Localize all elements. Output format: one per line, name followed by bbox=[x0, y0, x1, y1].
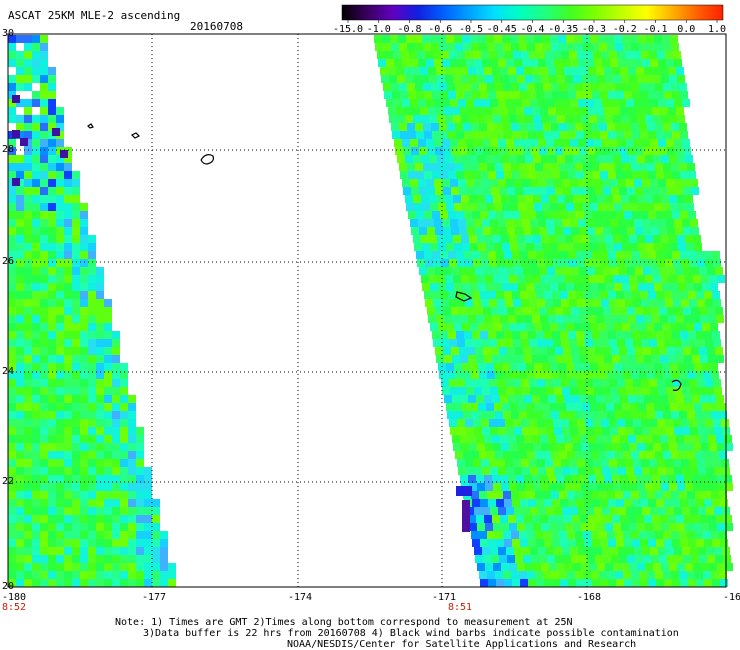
colorbar-label: 0.0 bbox=[677, 24, 695, 35]
pass-time-label: 8:52 bbox=[2, 602, 26, 613]
colorbar-label: -0.5 bbox=[459, 24, 483, 35]
map-frame bbox=[7, 33, 727, 588]
colorbar-label: -0.2 bbox=[613, 24, 637, 35]
colorbar-label: -0.1 bbox=[643, 24, 667, 35]
grid-lines bbox=[8, 34, 726, 587]
island-outline bbox=[130, 132, 141, 139]
footer-note-2: 3)Data buffer is 22 hrs from 20160708 4)… bbox=[143, 628, 679, 639]
island-outline bbox=[671, 379, 682, 391]
lat-tick-label: 28 bbox=[2, 144, 14, 155]
map-date: 20160708 bbox=[190, 20, 243, 33]
axis-labels: 30 28 26 24 22 20-180 -177 -174 -171 -168 -16 8:52 8… bbox=[2, 28, 740, 613]
lon-tick-label: -171 bbox=[432, 592, 456, 603]
lat-tick-label: 26 bbox=[2, 256, 14, 267]
lat-tick-label: 24 bbox=[2, 366, 14, 377]
colorbar: -15.0 -1.0 -0.8 -0.6 -0.5 -0.45 -0.4 -0.35 -0.3-… bbox=[333, 4, 726, 35]
island-outlines bbox=[87, 123, 682, 391]
colorbar-label: -0.45 bbox=[487, 24, 517, 35]
island-outline bbox=[200, 154, 214, 165]
colorbar-label: -0.4 bbox=[520, 24, 544, 35]
lon-tick-label: -16 bbox=[723, 592, 740, 603]
lon-tick-label: -180 bbox=[2, 592, 26, 603]
colorbar-label: -15.0 bbox=[333, 24, 363, 35]
colorbar-label: -0.3 bbox=[582, 24, 606, 35]
footer-credit: NOAA/NESDIS/Center for Satellite Applica… bbox=[287, 639, 637, 650]
colorbar-label: -1.0 bbox=[367, 24, 391, 35]
lat-tick-label: 30 bbox=[2, 28, 14, 39]
colorbar-scale bbox=[341, 4, 724, 21]
colorbar-label: -0.6 bbox=[428, 24, 452, 35]
lon-tick-label: -174 bbox=[288, 592, 312, 603]
data-swaths bbox=[8, 35, 733, 587]
lat-tick-label: 22 bbox=[2, 476, 14, 487]
island-outline bbox=[455, 291, 473, 302]
lon-tick-label: -177 bbox=[142, 592, 166, 603]
colorbar-label: 1.0 bbox=[708, 24, 726, 35]
lat-tick-label: 20 bbox=[2, 581, 14, 592]
map-title: ASCAT 25KM MLE-2 ascending bbox=[8, 9, 181, 22]
colorbar-label: -0.35 bbox=[548, 24, 578, 35]
island-outline bbox=[87, 123, 94, 129]
pass-time-label: 8:51 bbox=[448, 602, 472, 613]
lon-tick-label: -168 bbox=[577, 592, 601, 603]
footer-note-1: Note: 1) Times are GMT 2)Times along bot… bbox=[115, 617, 573, 628]
colorbar-label: -0.8 bbox=[397, 24, 421, 35]
